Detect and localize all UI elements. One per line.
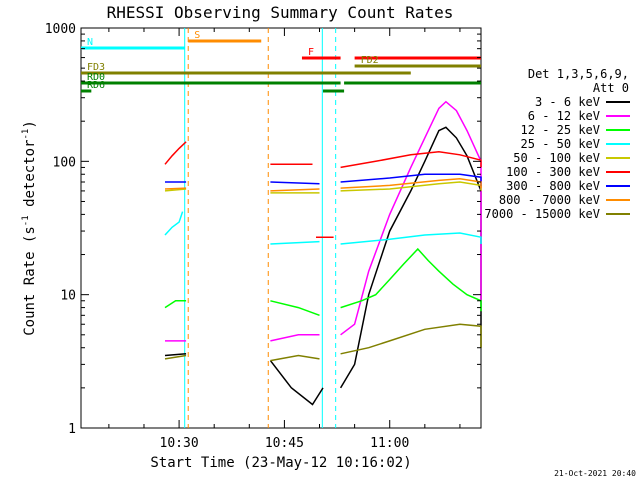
x-tick-label: 11:00 [370, 436, 409, 451]
legend-label: 7000 - 15000 keV [484, 207, 600, 221]
series-line [164, 181, 482, 194]
legend-label: 6 - 12 keV [528, 109, 600, 123]
y-axis-label: Count Rate (s-1 detector-1) [21, 120, 38, 336]
legend-header-line2: Att 0 [593, 81, 629, 95]
legend-label: 25 - 50 keV [521, 137, 600, 151]
legend-header-line1: Det 1,3,5,6,9, [528, 67, 629, 81]
flag-bar-label: S [194, 30, 200, 41]
y-tick-label: 1 [68, 422, 76, 437]
y-tick-label: 1000 [45, 22, 76, 37]
y-axis-label-sup2: -1 [21, 129, 31, 140]
y-tick-label: 10 [60, 289, 76, 304]
y-tick-label: 100 [53, 155, 76, 170]
flag-vertical-lines [184, 28, 337, 428]
flag-bar-label: RD6 [87, 80, 105, 91]
series-line [164, 178, 482, 192]
legend-label: 3 - 6 keV [535, 95, 600, 109]
flag-bar-label: FD3 [87, 62, 105, 73]
count-rate-series [164, 100, 482, 406]
flag-bar-label: FD2 [361, 55, 379, 66]
footer-timestamp: 21-Oct-2021 20:40 [554, 469, 636, 478]
flag-bar-label: N [87, 37, 93, 48]
y-axis-label-sup1: -1 [21, 215, 31, 226]
series-line [164, 141, 482, 238]
x-axis-label: Start Time (23-May-12 10:16:02) [150, 455, 411, 471]
series-line [164, 211, 482, 245]
y-axis-label-main: Count Rate (s [22, 226, 38, 336]
legend-label: 12 - 25 keV [521, 123, 600, 137]
x-tick-label: 10:30 [160, 436, 199, 451]
legend-label: 300 - 800 keV [506, 179, 600, 193]
flag-bar-label: F [308, 47, 314, 58]
legend-label: 100 - 300 keV [506, 165, 600, 179]
legend-label: 800 - 7000 keV [499, 193, 600, 207]
series-line [164, 247, 482, 317]
series-line [164, 323, 482, 362]
legend-label: 50 - 100 keV [513, 151, 600, 165]
axis-ticks: 10:30 10:45 11:00 1 10 100 1000 [45, 22, 481, 451]
y-axis-label-mid: detector [22, 140, 38, 216]
flag-bar-label: RD0 [87, 72, 105, 83]
x-tick-label: 10:45 [265, 436, 304, 451]
y-axis-label-end: ) [22, 120, 38, 128]
chart-title: RHESSI Observing Summary Count Rates [107, 3, 454, 22]
